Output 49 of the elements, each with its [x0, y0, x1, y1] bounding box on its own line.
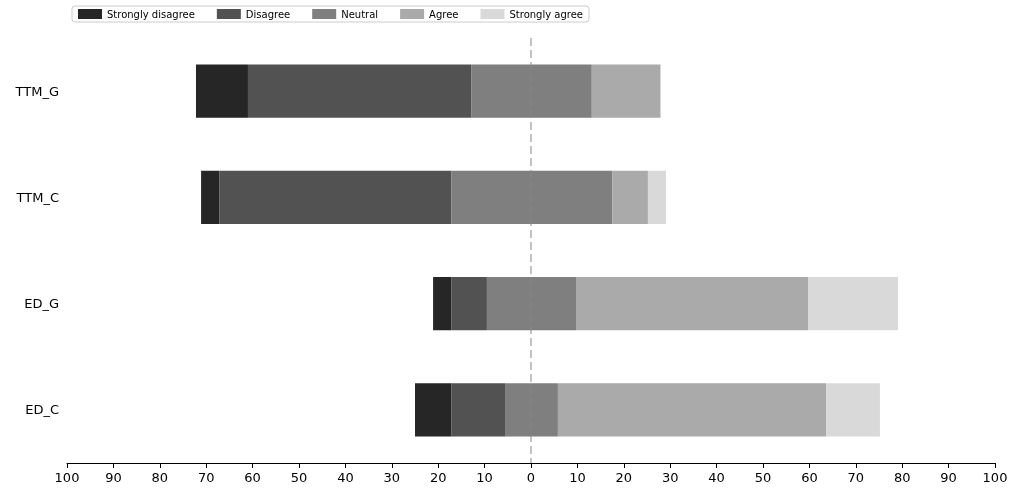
x-tick-label: 40: [337, 470, 354, 485]
y-tick-label: ED_C: [25, 402, 59, 418]
bar: [201, 170, 220, 224]
bar: [808, 277, 899, 331]
bar: [647, 170, 667, 224]
bar: [247, 64, 472, 118]
bar: [451, 277, 487, 331]
bar: [505, 383, 558, 437]
bar: [591, 64, 661, 118]
bar: [451, 383, 506, 437]
bar: [415, 383, 452, 437]
bar: [486, 277, 577, 331]
x-tick-label: 50: [290, 470, 308, 485]
x-tick-label: 50: [754, 470, 772, 485]
bar: [433, 277, 452, 331]
legend-label: Strongly disagree: [107, 8, 195, 20]
bar: [195, 64, 248, 118]
y-tick-label: TTM_G: [14, 83, 59, 99]
legend-label: Neutral: [341, 8, 379, 20]
x-tick-label: 90: [940, 470, 957, 485]
x-tick-label: 100: [54, 470, 80, 485]
x-tick-label: 80: [151, 470, 169, 485]
bar: [826, 383, 880, 437]
x-tick-label: 20: [429, 470, 447, 485]
x-tick-label: 0: [526, 470, 536, 485]
x-tick-label: 90: [105, 470, 122, 485]
x-tick-label: 10: [476, 470, 493, 485]
bar: [471, 64, 592, 118]
y-tick-label: ED_G: [24, 296, 59, 312]
legend-label: Agree: [429, 8, 459, 20]
x-tick-label: 30: [383, 470, 401, 485]
x-tick-label: 60: [244, 470, 261, 485]
x-tick-label: 80: [893, 470, 911, 485]
bar: [557, 383, 827, 437]
x-tick-label: 10: [569, 470, 586, 485]
bar: [612, 170, 648, 224]
x-tick-label: 20: [615, 470, 633, 485]
x-tick-label: 70: [847, 470, 865, 485]
y-tick-label: TTM_C: [15, 189, 59, 205]
bar: [451, 170, 613, 224]
legend-label: Disagree: [245, 8, 291, 20]
bar: [576, 277, 809, 331]
x-tick-label: 40: [708, 470, 725, 485]
x-tick-label: 60: [801, 470, 818, 485]
bar: [219, 170, 452, 224]
x-tick-label: 30: [661, 470, 679, 485]
x-tick-label: 100: [982, 470, 1008, 485]
x-tick-label: 70: [197, 470, 215, 485]
legend-label: Strongly agree: [509, 8, 584, 20]
